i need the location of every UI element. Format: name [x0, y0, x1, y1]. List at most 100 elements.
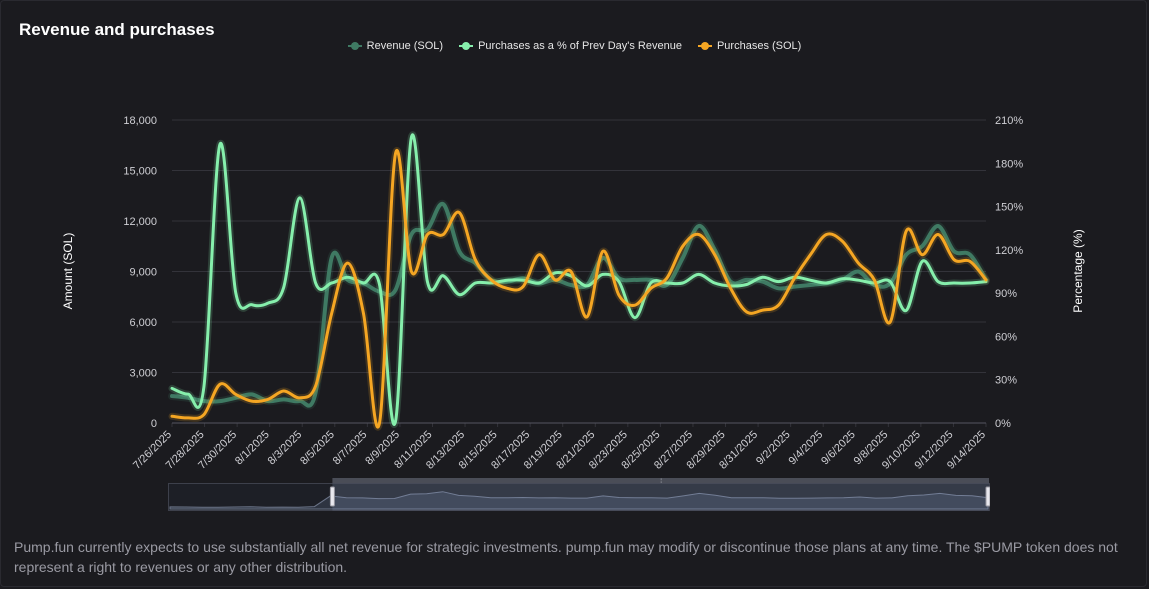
x-tick-label: 8/7/2025	[331, 429, 370, 468]
data-point-purchases	[936, 233, 940, 236]
data-point-percentage	[282, 286, 285, 289]
slider-handle-right[interactable]	[985, 486, 990, 507]
data-zoom-slider[interactable]: ⦙	[168, 478, 990, 511]
data-point-percentage	[553, 271, 557, 275]
data-point-revenue	[968, 253, 972, 256]
data-point-percentage	[697, 273, 700, 276]
legend-label-percentage: Purchases as a % of Prev Day's Revenue	[478, 40, 682, 52]
y-right-tick-label: 210%	[995, 115, 1023, 127]
series-line-percentage	[170, 133, 988, 426]
data-point-percentage	[202, 385, 206, 389]
data-point-revenue	[234, 396, 238, 399]
data-point-purchases	[410, 270, 413, 273]
data-point-revenue	[298, 399, 301, 403]
data-point-percentage	[777, 280, 780, 283]
data-point-revenue	[426, 228, 429, 231]
data-point-percentage	[761, 276, 764, 279]
legend-item-purchases[interactable]: Purchases (SOL)	[697, 40, 801, 52]
data-point-percentage	[218, 143, 222, 146]
y-left-axis-title: Amount (SOL)	[61, 233, 75, 310]
y-right-tick-label: 90%	[995, 288, 1017, 300]
data-point-revenue	[170, 394, 174, 398]
data-point-percentage	[968, 281, 972, 285]
data-point-percentage	[505, 278, 509, 282]
data-point-purchases	[282, 389, 285, 393]
data-point-percentage	[266, 302, 269, 305]
y-left-tick-label: 9,000	[129, 267, 157, 279]
x-tick-label: 8/5/2025	[298, 429, 337, 468]
data-point-percentage	[633, 316, 637, 319]
y-left-tick-label: 6,000	[129, 317, 157, 329]
data-point-purchases	[553, 278, 557, 282]
data-point-purchases	[378, 421, 381, 425]
legend-item-revenue[interactable]: Revenue (SOL)	[347, 40, 443, 52]
data-point-revenue	[218, 399, 222, 403]
data-point-purchases	[713, 253, 716, 256]
disclaimer-text: Pump.fun currently expects to use substa…	[14, 539, 1118, 575]
data-point-purchases	[745, 310, 748, 314]
data-point-purchases	[218, 383, 222, 386]
legend-swatch-percentage-icon	[459, 41, 474, 51]
slider-move-bar[interactable]	[332, 478, 989, 483]
data-point-purchases	[569, 270, 573, 273]
line-chart: 0 3,000 6,000 9,000 12,000 15,000 18,000 0% 30% 6…	[61, 115, 1085, 472]
data-point-purchases	[649, 287, 653, 290]
data-point-percentage	[809, 278, 812, 282]
data-point-percentage	[298, 196, 301, 200]
data-point-purchases	[984, 278, 988, 282]
data-point-percentage	[936, 280, 940, 283]
data-point-percentage	[904, 309, 908, 312]
x-tick-label: 8/3/2025	[266, 429, 305, 468]
data-point-percentage	[825, 281, 828, 285]
data-point-purchases	[250, 399, 254, 403]
y-left-tick-label: 3,000	[129, 368, 157, 380]
data-point-percentage	[617, 280, 621, 283]
data-point-percentage	[889, 280, 892, 283]
data-point-purchases	[298, 396, 301, 399]
data-point-purchases	[362, 312, 365, 315]
data-point-percentage	[186, 392, 190, 396]
data-point-purchases	[793, 277, 796, 280]
data-point-purchases	[601, 250, 605, 253]
data-point-purchases	[841, 240, 844, 243]
data-point-revenue	[809, 283, 812, 287]
data-point-revenue	[410, 233, 413, 236]
y-left-tick-label: 15,000	[123, 166, 157, 178]
slider-grip-icon[interactable]: ⦙	[660, 478, 662, 485]
data-point-percentage	[665, 281, 668, 285]
data-point-purchases	[729, 287, 732, 290]
data-point-purchases	[857, 261, 860, 265]
data-point-revenue	[250, 393, 254, 396]
legend-item-percentage[interactable]: Purchases as a % of Prev Day's Revenue	[459, 40, 682, 52]
data-point-revenue	[186, 396, 190, 399]
data-point-percentage	[521, 278, 525, 282]
data-point-purchases	[234, 393, 238, 396]
data-point-revenue	[857, 270, 860, 273]
y-right-tick-label: 60%	[995, 331, 1017, 343]
data-point-purchases	[266, 398, 269, 401]
data-point-revenue	[777, 287, 780, 290]
y-left-tick-label: 18,000	[123, 115, 157, 127]
data-point-revenue	[745, 278, 748, 282]
legend-swatch-purchases-icon	[697, 41, 712, 51]
data-point-percentage	[474, 281, 477, 285]
data-point-purchases	[170, 415, 174, 418]
slider-overview-area	[169, 491, 989, 510]
data-point-revenue	[394, 288, 397, 292]
data-point-purchases	[346, 261, 349, 265]
series-glow-purchases	[168, 147, 990, 431]
slider-handle-left[interactable]	[329, 486, 335, 507]
y-right-axis-title: Percentage (%)	[1071, 229, 1085, 312]
x-tick-label: 9/2/2025	[754, 429, 793, 468]
data-point-revenue	[904, 253, 908, 256]
data-point-revenue	[920, 245, 924, 248]
data-point-revenue	[952, 250, 956, 253]
chart-legend: Revenue (SOL) Purchases as a % of Prev D…	[0, 40, 1149, 52]
data-point-percentage	[841, 277, 844, 280]
data-point-percentage	[394, 420, 397, 423]
data-point-revenue	[569, 283, 573, 287]
slider-selection[interactable]	[332, 483, 989, 511]
data-point-percentage	[314, 281, 317, 285]
data-point-purchases	[761, 309, 764, 312]
data-point-revenue	[936, 224, 940, 228]
